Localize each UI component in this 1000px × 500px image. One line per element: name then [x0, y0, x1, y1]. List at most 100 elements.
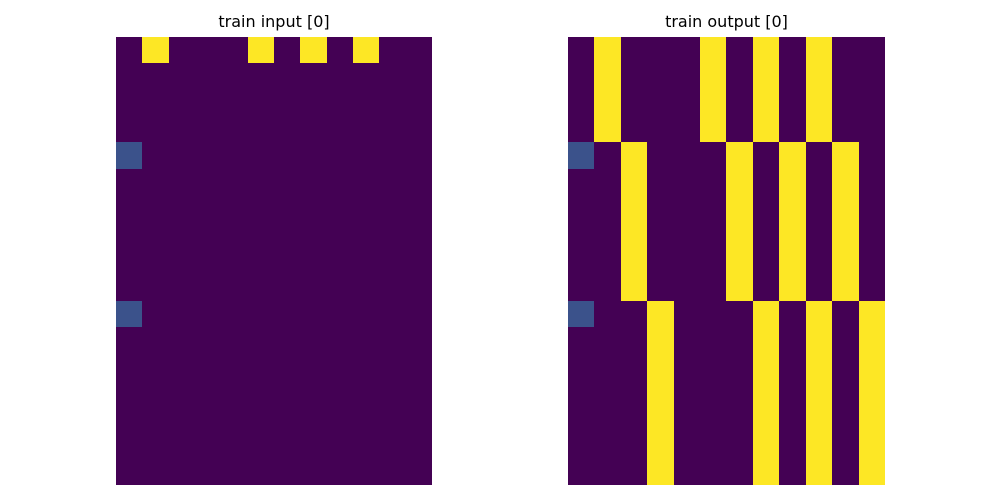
grid-cell: [726, 300, 753, 327]
grid-cell: [353, 379, 380, 406]
grid-cell: [568, 274, 595, 301]
grid-cell: [247, 221, 274, 248]
grid-cell: [620, 432, 648, 459]
grid-cell: [779, 89, 806, 117]
grid-cell: [195, 116, 222, 143]
grid-cell: [405, 195, 432, 222]
grid-cell: [726, 37, 753, 64]
grid-cell: [142, 63, 169, 90]
grid-cell: [168, 116, 195, 143]
grid-cell: [805, 63, 833, 90]
grid-cell: [726, 168, 753, 196]
grid-cell: [858, 432, 885, 459]
grid-cell: [300, 195, 327, 222]
grid-cell: [805, 458, 833, 485]
grid-cell: [568, 379, 595, 406]
grid-cell: [300, 274, 327, 301]
grid-cell: [568, 195, 595, 222]
grid-cell: [142, 300, 169, 327]
grid-cell: [779, 221, 806, 248]
grid-cell: [353, 195, 380, 222]
grid-cell: [142, 326, 169, 354]
grid-cell: [274, 63, 301, 90]
grid-cell: [274, 274, 301, 301]
grid-cell: [405, 326, 432, 354]
grid-cell: [647, 247, 674, 275]
grid-cell: [832, 221, 859, 248]
grid-cell: [805, 116, 833, 143]
grid-cell: [221, 353, 248, 380]
grid-cell: [142, 458, 169, 485]
grid-cell: [673, 353, 701, 380]
grid-cell: [726, 63, 753, 90]
grid-cell: [832, 195, 859, 222]
grid-cell: [274, 221, 301, 248]
grid-cell: [353, 326, 380, 354]
grid-cell: [168, 247, 195, 275]
grid-cell: [673, 116, 701, 143]
grid-cell: [168, 300, 195, 327]
grid-cell: [568, 353, 595, 380]
grid-cell: [353, 142, 380, 169]
grid-cell: [726, 221, 753, 248]
grid-cell: [779, 142, 806, 169]
grid-cell: [647, 116, 674, 143]
grid-cell: [326, 300, 353, 327]
grid-cell: [353, 432, 380, 459]
grid-cell: [274, 37, 301, 64]
grid-cell: [673, 379, 701, 406]
grid-cell: [326, 142, 353, 169]
grid-cell: [379, 116, 406, 143]
train-output-grid: [568, 37, 885, 485]
grid-cell: [195, 221, 222, 248]
grid-cell: [620, 221, 648, 248]
grid-cell: [568, 458, 595, 485]
grid-cell: [594, 195, 621, 222]
grid-cell: [726, 89, 753, 117]
grid-cell: [326, 37, 353, 64]
grid-cell: [673, 432, 701, 459]
grid-cell: [673, 458, 701, 485]
grid-cell: [195, 432, 222, 459]
grid-cell: [300, 379, 327, 406]
grid-cell: [142, 247, 169, 275]
grid-cell: [168, 221, 195, 248]
grid-cell: [405, 142, 432, 169]
grid-cell: [168, 37, 195, 64]
grid-cell: [195, 63, 222, 90]
grid-cell: [326, 116, 353, 143]
grid-cell: [779, 168, 806, 196]
grid-cell: [379, 379, 406, 406]
grid-cell: [568, 37, 595, 64]
grid-cell: [647, 353, 674, 380]
grid-cell: [620, 405, 648, 433]
grid-cell: [274, 353, 301, 380]
grid-cell: [805, 37, 833, 64]
grid-cell: [247, 116, 274, 143]
grid-cell: [405, 432, 432, 459]
grid-cell: [779, 405, 806, 433]
grid-cell: [326, 379, 353, 406]
grid-cell: [221, 221, 248, 248]
grid-cell: [221, 326, 248, 354]
grid-cell: [647, 432, 674, 459]
grid-cell: [142, 37, 169, 64]
grid-cell: [805, 142, 833, 169]
grid-cell: [142, 221, 169, 248]
grid-cell: [594, 458, 621, 485]
grid-cell: [116, 353, 143, 380]
grid-cell: [594, 432, 621, 459]
grid-cell: [700, 432, 727, 459]
grid-cell: [116, 89, 143, 117]
grid-cell: [405, 274, 432, 301]
grid-cell: [700, 458, 727, 485]
grid-cell: [247, 432, 274, 459]
grid-cell: [353, 247, 380, 275]
grid-cell: [805, 274, 833, 301]
grid-cell: [700, 405, 727, 433]
grid-cell: [858, 379, 885, 406]
grid-cell: [247, 379, 274, 406]
grid-cell: [700, 142, 727, 169]
grid-cell: [326, 247, 353, 275]
grid-cell: [752, 37, 780, 64]
